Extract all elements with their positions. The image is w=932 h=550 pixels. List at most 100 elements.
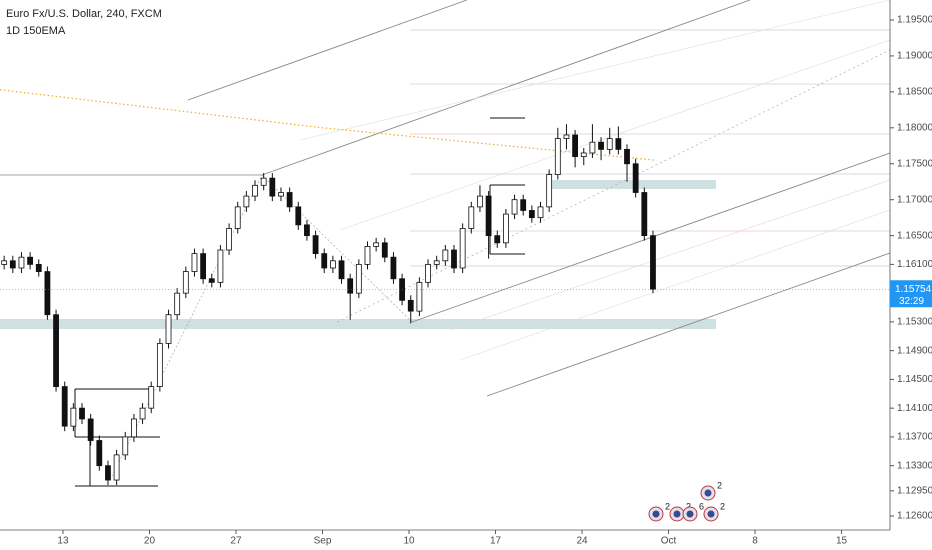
last-price-box	[890, 280, 932, 308]
countdown-label: 32:29	[899, 296, 924, 307]
candle-body	[390, 256, 397, 280]
pitchfork-line	[187, 0, 468, 101]
y-tick-label: 1.17500	[897, 158, 932, 169]
event-count: 6	[699, 501, 704, 511]
y-tick-label: 1.16500	[897, 230, 932, 241]
candle-body	[477, 195, 483, 208]
candle-body	[589, 141, 596, 154]
candle-body	[9, 260, 16, 269]
candle-body	[44, 271, 51, 316]
pitchfork-line	[486, 252, 891, 397]
candle-body	[200, 253, 207, 280]
pitchfork-line	[299, 0, 891, 141]
candle-body	[494, 235, 501, 244]
price-axis	[890, 0, 932, 550]
indicator-legend: 1D 150EMA	[6, 25, 66, 37]
candle-body	[61, 386, 68, 427]
y-tick-label: 1.14900	[897, 345, 932, 356]
candle-body	[53, 314, 59, 387]
candle-body	[347, 278, 354, 294]
candle-body	[252, 184, 258, 197]
x-tick-label: 15	[836, 536, 848, 547]
ema-line	[0, 89, 655, 161]
x-tick-label: Sep	[314, 536, 332, 547]
pitchfork-line	[339, 39, 891, 231]
x-tick-label: 27	[230, 536, 242, 547]
candle-body	[381, 242, 388, 258]
candle-body	[70, 407, 77, 427]
candle-body	[226, 228, 232, 251]
event-count: 2	[665, 501, 670, 511]
event-icon-core	[673, 510, 681, 518]
candle-body	[554, 138, 561, 175]
x-tick-label: 8	[752, 536, 758, 547]
candle-body	[442, 249, 449, 262]
candle-body	[468, 206, 475, 229]
candle-body	[373, 242, 380, 247]
candle-body	[139, 407, 146, 420]
drawings	[0, 0, 891, 487]
candle-body	[217, 249, 224, 283]
candle-body	[520, 199, 527, 211]
candle-body	[416, 281, 423, 312]
candle-body	[278, 192, 284, 197]
candle-body	[598, 141, 604, 150]
candle-body	[364, 246, 371, 265]
y-tick-label: 1.14500	[897, 374, 932, 385]
y-tick-label: 1.13700	[897, 432, 932, 443]
y-tick-label: 1.19500	[897, 15, 932, 26]
candle-body	[191, 253, 198, 272]
x-tick-label: Oct	[661, 536, 677, 547]
event-icon-core	[707, 510, 715, 518]
candle-body	[615, 138, 622, 150]
candle-body	[355, 263, 362, 294]
candle-body	[27, 256, 34, 265]
candle-body	[425, 263, 431, 283]
candle-body	[407, 299, 414, 312]
candle-body	[511, 199, 518, 215]
candle-body	[87, 418, 94, 441]
candle-body	[546, 174, 553, 208]
pitchfork-line	[261, 0, 751, 176]
candle-body	[165, 314, 172, 344]
event-count: 2	[686, 501, 691, 511]
y-tick-label: 1.15300	[897, 317, 932, 328]
candle-body	[528, 210, 535, 219]
candle-body	[580, 152, 587, 157]
candle-body	[113, 454, 120, 481]
candle-body	[329, 260, 336, 269]
x-tick-label: 13	[57, 536, 69, 547]
candle-body	[572, 134, 579, 157]
x-tick-label: 20	[144, 536, 156, 547]
support-zone	[0, 319, 716, 329]
candle-body	[503, 213, 509, 244]
event-icon-core	[704, 489, 712, 497]
candle-body	[131, 418, 137, 438]
candle-body	[295, 206, 302, 226]
y-tick-label: 1.18500	[897, 87, 932, 98]
candle-body	[312, 235, 319, 255]
candle-body	[433, 260, 440, 265]
candle-body	[243, 195, 250, 208]
y-tick-label: 1.13300	[897, 460, 932, 471]
x-tick-label: 17	[490, 536, 502, 547]
y-tick-label: 1.14100	[897, 403, 932, 414]
candle-body	[459, 228, 466, 269]
candle-body	[18, 256, 25, 269]
y-tick-label: 1.12950	[897, 485, 932, 496]
candle-body	[269, 177, 276, 197]
x-tick-label: 10	[403, 536, 415, 547]
y-tick-label: 1.12600	[897, 511, 932, 522]
candle-body	[286, 192, 293, 208]
candle-body	[105, 465, 111, 481]
candle-body	[606, 138, 613, 150]
candle-body	[632, 163, 639, 193]
candle-body	[96, 440, 103, 467]
candle-body	[304, 224, 310, 237]
y-tick-label: 1.18000	[897, 122, 932, 133]
candle-body	[338, 260, 345, 280]
candle-body	[156, 343, 163, 387]
last-price-label: 1.15754	[895, 284, 932, 295]
event-count: 2	[720, 501, 725, 511]
